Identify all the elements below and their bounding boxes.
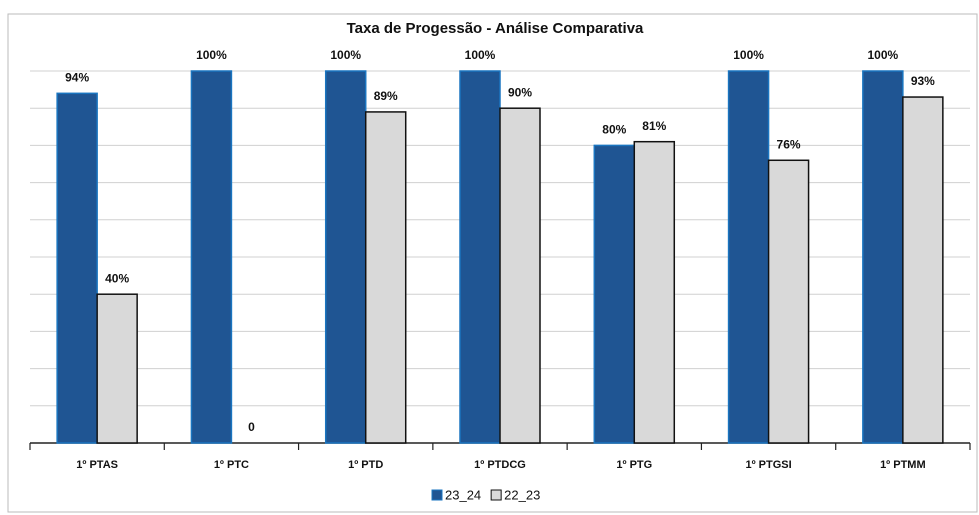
- bar: [459, 70, 501, 444]
- bar: [96, 293, 138, 444]
- data-label: 93%: [911, 74, 935, 88]
- bar: [499, 107, 541, 444]
- data-label: 90%: [508, 85, 532, 99]
- x-tick-label: 1º PTGSI: [745, 459, 791, 471]
- bar: [633, 140, 676, 444]
- bar: [862, 70, 904, 444]
- x-tick-label: 1º PTC: [214, 459, 249, 471]
- bar: [324, 70, 367, 444]
- data-label: 80%: [602, 123, 626, 137]
- data-label: 76%: [777, 137, 801, 151]
- x-tick-label: 1º PTMM: [880, 459, 926, 471]
- legend-label: 23_24: [445, 487, 481, 502]
- x-tick-label: 1º PTD: [348, 459, 383, 471]
- data-label: 89%: [374, 89, 398, 103]
- bar: [767, 159, 810, 444]
- legend-label: 22_23: [504, 487, 540, 502]
- data-label: 100%: [330, 48, 361, 62]
- data-label: 0: [248, 420, 255, 434]
- data-label: 94%: [65, 70, 89, 84]
- data-label: 81%: [642, 119, 666, 133]
- x-tick-label: 1º PTG: [616, 459, 652, 471]
- x-tick-label: 1º PTAS: [76, 459, 118, 471]
- bar: [190, 70, 233, 444]
- bar: [56, 92, 98, 444]
- data-label: 40%: [105, 271, 129, 285]
- data-label: 100%: [868, 48, 899, 62]
- x-tick-label: 1º PTDCG: [474, 459, 526, 471]
- data-label: 100%: [465, 48, 496, 62]
- data-label: 100%: [196, 48, 227, 62]
- bar: [727, 70, 770, 444]
- bar: [364, 111, 407, 444]
- legend-swatch: [490, 489, 502, 501]
- chart-title: Taxa de Progessão - Análise Comparativa: [347, 20, 644, 37]
- bar: [902, 96, 944, 444]
- legend-swatch: [431, 489, 443, 501]
- bar: [593, 144, 636, 444]
- data-label: 100%: [733, 48, 764, 62]
